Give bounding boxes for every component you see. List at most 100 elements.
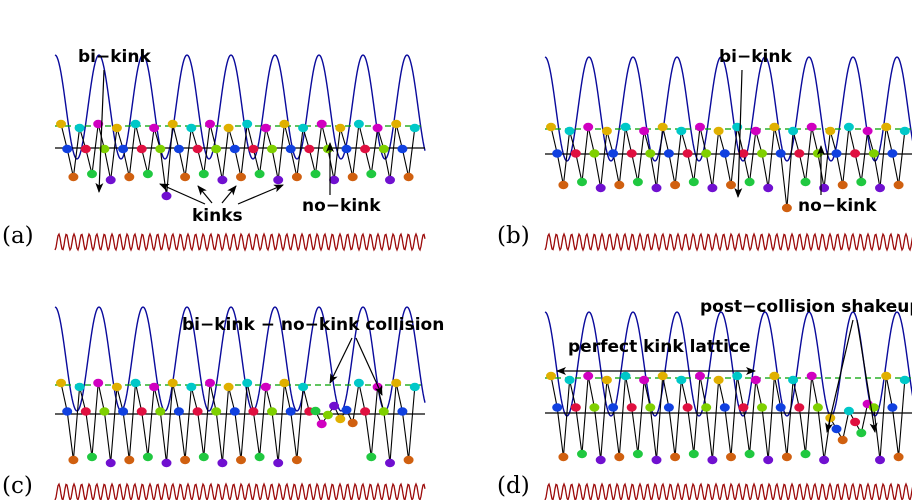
panel-b: (b) bi−kink no−kink (497, 47, 912, 252)
chain-link (370, 127, 379, 175)
chain-link (873, 407, 881, 461)
chain-link (711, 130, 720, 189)
bead (118, 144, 129, 154)
annotation-no-kink: no−kink (798, 196, 877, 216)
chain-link (562, 379, 571, 458)
chain-link (600, 130, 608, 189)
bead (366, 169, 377, 179)
chain-link (674, 130, 682, 186)
bead (657, 371, 668, 381)
bead (558, 180, 569, 190)
chain-link (773, 375, 782, 408)
bead (142, 169, 153, 179)
bead (887, 149, 898, 158)
chain-link (842, 126, 850, 186)
chain-link (730, 375, 738, 458)
bead (601, 375, 612, 385)
bead (651, 183, 662, 193)
bead (366, 452, 377, 462)
bead (142, 452, 153, 462)
chain-link (699, 375, 707, 408)
bead (881, 371, 892, 381)
bead (136, 144, 147, 154)
bead (180, 455, 191, 465)
chain-link (786, 130, 794, 209)
chain-link (234, 411, 242, 461)
bead (856, 428, 867, 438)
bead (893, 180, 904, 190)
chain-link (718, 379, 726, 408)
chain-link (854, 153, 862, 183)
chain-link (110, 127, 118, 181)
bead (316, 119, 327, 129)
chain-link (103, 411, 112, 464)
top-wave (54, 54, 426, 160)
bead (322, 144, 333, 154)
bead (335, 123, 346, 133)
bead (558, 452, 569, 462)
arrow-bi-kink (734, 69, 743, 198)
bead (701, 149, 712, 158)
chain-link (593, 407, 602, 461)
chain-link (742, 153, 751, 183)
bead (856, 177, 867, 187)
chain-link (655, 375, 664, 461)
bead (298, 382, 309, 392)
chain-link (314, 123, 323, 175)
bottom-wave (54, 482, 426, 500)
chain-link (277, 382, 285, 464)
bead (899, 375, 910, 385)
bead (322, 410, 333, 420)
panel-c: (c) bi−kink − no−kink collision (2, 306, 444, 500)
chain-link (364, 411, 372, 458)
bead (626, 149, 637, 158)
bead (726, 452, 736, 462)
chain-link (352, 123, 360, 178)
bead (682, 403, 693, 412)
chain-link (898, 130, 906, 186)
bead (211, 144, 222, 154)
bead (198, 169, 209, 179)
chain-link (122, 148, 130, 178)
chain-link (749, 379, 757, 455)
bead (608, 149, 619, 158)
bead (211, 407, 222, 416)
bead (775, 403, 786, 412)
chain-link (798, 153, 807, 183)
chain-link (290, 411, 298, 461)
bead (341, 405, 352, 415)
bead (298, 123, 309, 133)
chain-link (767, 375, 775, 461)
chain-link (85, 148, 93, 175)
chain-link (556, 153, 564, 186)
chain-link (296, 127, 304, 178)
chain-link (693, 375, 701, 455)
bead (56, 378, 66, 388)
chain-link (66, 148, 74, 178)
bead (74, 382, 85, 392)
bead (198, 452, 209, 462)
bead (645, 403, 656, 412)
chain-link (141, 148, 149, 175)
annotation-bi-kink: bi−kink (719, 47, 792, 67)
bead (608, 403, 619, 412)
bead (167, 378, 178, 388)
bead (775, 149, 786, 158)
bead (887, 403, 898, 412)
chain-link (724, 407, 732, 458)
chain-link (296, 386, 304, 461)
bead (391, 378, 402, 388)
bead (781, 452, 792, 462)
bead (595, 455, 606, 465)
chain-link (891, 153, 900, 186)
bead (236, 455, 246, 465)
bead (167, 119, 178, 129)
chain-link (761, 407, 769, 461)
bead (713, 126, 724, 136)
bottom-wave (544, 482, 912, 500)
chain-link (408, 127, 416, 178)
chain-link (575, 407, 583, 455)
bead (223, 382, 234, 392)
chain-link (66, 411, 74, 461)
bead (273, 175, 284, 185)
